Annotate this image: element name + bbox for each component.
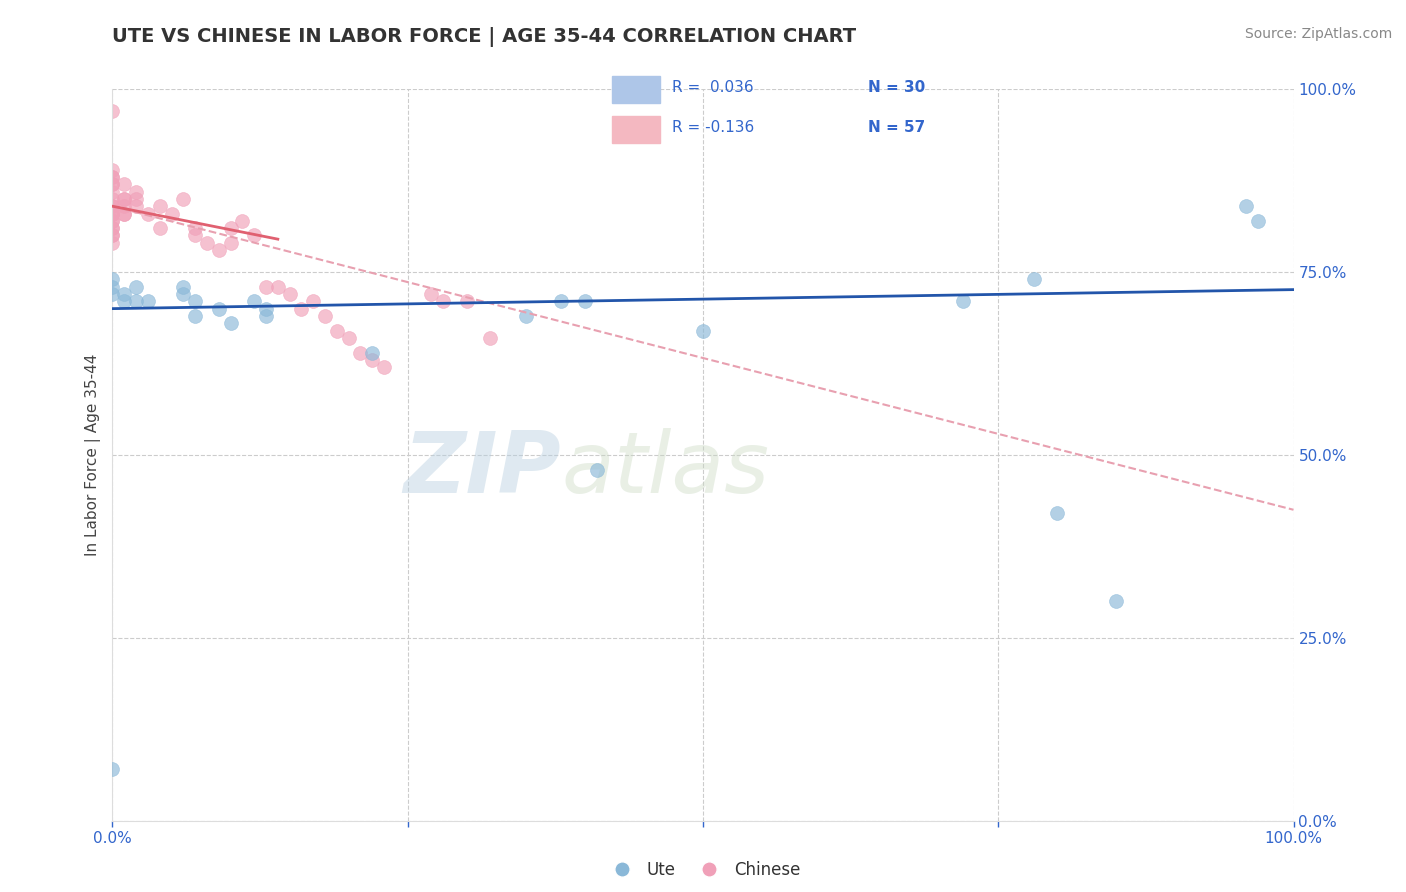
Point [432,294,454,309]
Point [349,345,371,359]
Point [172,279,194,293]
Point [101,104,124,119]
Point [112,199,135,213]
Point [112,178,135,192]
FancyBboxPatch shape [613,76,659,103]
Point [254,309,277,323]
Point [101,178,124,192]
Y-axis label: In Labor Force | Age 35-44: In Labor Force | Age 35-44 [86,354,101,556]
Point [125,294,148,309]
Point [101,178,124,192]
Text: R =  0.036: R = 0.036 [672,80,754,95]
Point [515,309,537,323]
Point [136,206,159,220]
Point [125,192,148,206]
Point [1247,214,1270,228]
Point [479,331,502,345]
Point [112,206,135,220]
Point [208,243,231,257]
Text: ZIP: ZIP [404,428,561,511]
Point [1046,507,1069,521]
Point [195,235,218,250]
Point [290,301,312,316]
Point [101,228,124,243]
Point [149,221,172,235]
Legend: Ute, Chinese: Ute, Chinese [599,855,807,886]
Point [101,287,124,301]
Point [136,294,159,309]
Point [101,763,124,777]
Point [184,309,207,323]
Point [219,235,242,250]
Point [101,206,124,220]
Point [585,462,607,476]
Point [574,294,596,309]
Point [361,352,384,367]
Point [267,279,290,293]
Point [326,324,349,338]
Point [101,272,124,286]
Point [373,360,395,375]
Point [314,309,336,323]
Text: R = -0.136: R = -0.136 [672,120,754,135]
Point [550,294,572,309]
Text: atlas: atlas [561,428,769,511]
Point [125,199,148,213]
Point [112,192,135,206]
Point [231,214,253,228]
Point [125,279,148,293]
Point [149,199,172,213]
Point [219,316,242,330]
Text: N = 57: N = 57 [869,120,925,135]
Point [112,206,135,220]
Point [254,279,277,293]
Point [1022,272,1045,286]
Point [101,169,124,184]
Point [337,331,360,345]
Point [208,301,231,316]
Point [278,287,301,301]
Point [456,294,478,309]
Point [112,287,135,301]
Point [219,221,242,235]
Point [160,206,183,220]
Point [101,206,124,220]
Point [101,199,124,213]
Point [101,206,124,220]
Point [101,221,124,235]
Point [420,287,443,301]
Point [101,199,124,213]
Text: Source: ZipAtlas.com: Source: ZipAtlas.com [1244,27,1392,41]
Point [101,192,124,206]
FancyBboxPatch shape [613,116,659,143]
Point [101,235,124,250]
Point [1234,199,1257,213]
Point [243,228,266,243]
Point [243,294,266,309]
Point [254,301,277,316]
Point [101,185,124,199]
Point [172,192,194,206]
Point [125,185,148,199]
Point [952,294,974,309]
Point [112,294,135,309]
Point [184,221,207,235]
Point [692,324,714,338]
Point [361,345,384,359]
Point [101,169,124,184]
Text: UTE VS CHINESE IN LABOR FORCE | AGE 35-44 CORRELATION CHART: UTE VS CHINESE IN LABOR FORCE | AGE 35-4… [112,27,856,46]
Point [101,214,124,228]
Point [101,162,124,177]
Point [184,294,207,309]
Point [112,192,135,206]
Point [101,279,124,293]
Point [101,228,124,243]
Point [101,214,124,228]
Point [184,228,207,243]
Text: N = 30: N = 30 [869,80,925,95]
Point [101,221,124,235]
Point [1105,594,1128,608]
Point [302,294,325,309]
Point [172,287,194,301]
